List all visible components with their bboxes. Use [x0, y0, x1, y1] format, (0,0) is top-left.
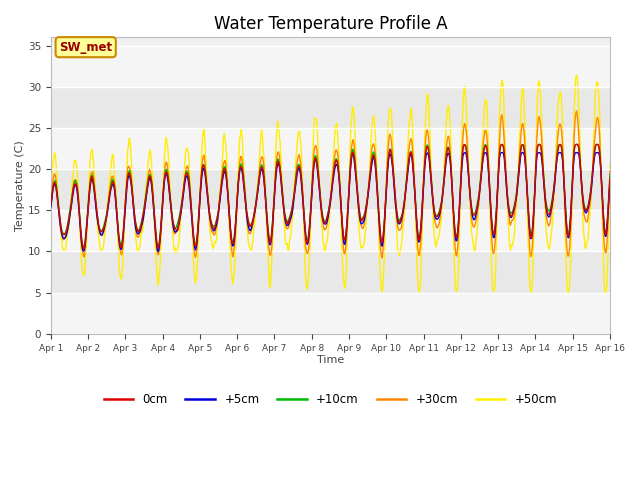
- Title: Water Temperature Profile A: Water Temperature Profile A: [214, 15, 447, 33]
- Bar: [51, 169, 610, 210]
- Legend: 0cm, +5cm, +10cm, +30cm, +50cm: 0cm, +5cm, +10cm, +30cm, +50cm: [99, 388, 562, 411]
- Bar: [51, 128, 610, 169]
- Y-axis label: Temperature (C): Temperature (C): [15, 140, 25, 231]
- Text: SW_met: SW_met: [59, 41, 112, 54]
- Bar: [51, 87, 610, 128]
- Bar: [51, 252, 610, 293]
- X-axis label: Time: Time: [317, 355, 344, 365]
- Bar: [51, 210, 610, 252]
- Bar: [51, 46, 610, 87]
- Bar: [51, 293, 610, 334]
